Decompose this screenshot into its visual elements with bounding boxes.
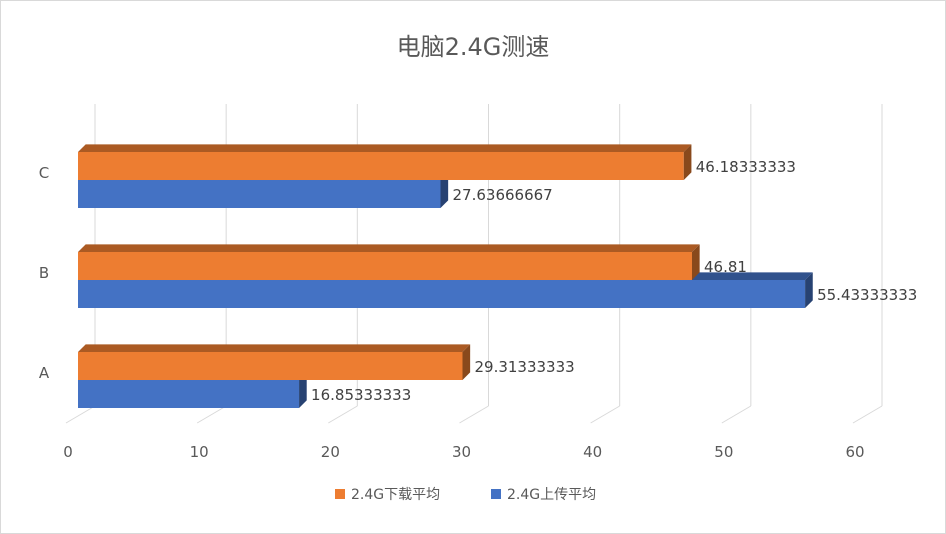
category-label: B	[39, 264, 49, 282]
bar-side-face	[440, 172, 449, 208]
legend-swatch	[335, 489, 345, 499]
bar	[78, 180, 441, 208]
data-label: 46.81	[704, 258, 747, 276]
gridline-floor	[459, 405, 489, 424]
x-tick-label: 30	[452, 443, 471, 461]
bar-side-face	[805, 272, 813, 308]
category-axis: A B C	[39, 164, 50, 382]
x-tick-label: 20	[321, 443, 340, 461]
gridline-floor	[328, 405, 358, 424]
bar	[78, 352, 463, 380]
bar	[78, 280, 806, 308]
bar-side-face	[691, 244, 700, 280]
gridline-floor	[721, 405, 752, 424]
legend-label: 2.4G下载平均	[351, 487, 440, 503]
data-label: 27.63666667	[453, 186, 553, 204]
bar-top-face	[78, 244, 700, 252]
legend-label: 2.4G上传平均	[507, 487, 596, 503]
bar-side-face	[299, 372, 307, 408]
chart-title: 电脑2.4G测速	[397, 33, 550, 61]
category-label: C	[39, 164, 49, 182]
gridline-floor	[852, 405, 883, 424]
bar-top-face	[78, 144, 692, 152]
bar-side-face	[683, 144, 692, 180]
bar	[78, 380, 300, 408]
x-axis-ticks: 0 10 20 30 40 50 60	[63, 443, 864, 461]
x-tick-label: 10	[190, 443, 209, 461]
gridline-floor	[65, 405, 96, 424]
x-tick-label: 60	[845, 443, 864, 461]
bar-side-face	[462, 344, 471, 380]
x-tick-label: 50	[714, 443, 733, 461]
data-label: 16.85333333	[311, 386, 411, 404]
legend: 2.4G下载平均 2.4G上传平均	[335, 487, 596, 503]
data-labels: 16.85333333 29.31333333 55.43333333 46.81 27…	[311, 158, 917, 404]
x-tick-label: 0	[63, 443, 73, 461]
data-label: 55.43333333	[817, 286, 917, 304]
gridline-floor	[590, 405, 620, 424]
gridline-floor	[196, 405, 227, 424]
bar	[78, 152, 684, 180]
category-label: A	[39, 364, 50, 382]
bars	[78, 144, 813, 408]
data-label: 29.31333333	[474, 358, 574, 376]
legend-swatch	[491, 489, 501, 499]
bar-top-face	[78, 344, 471, 352]
x-tick-label: 40	[583, 443, 602, 461]
data-label: 46.18333333	[696, 158, 796, 176]
bar	[78, 252, 692, 280]
